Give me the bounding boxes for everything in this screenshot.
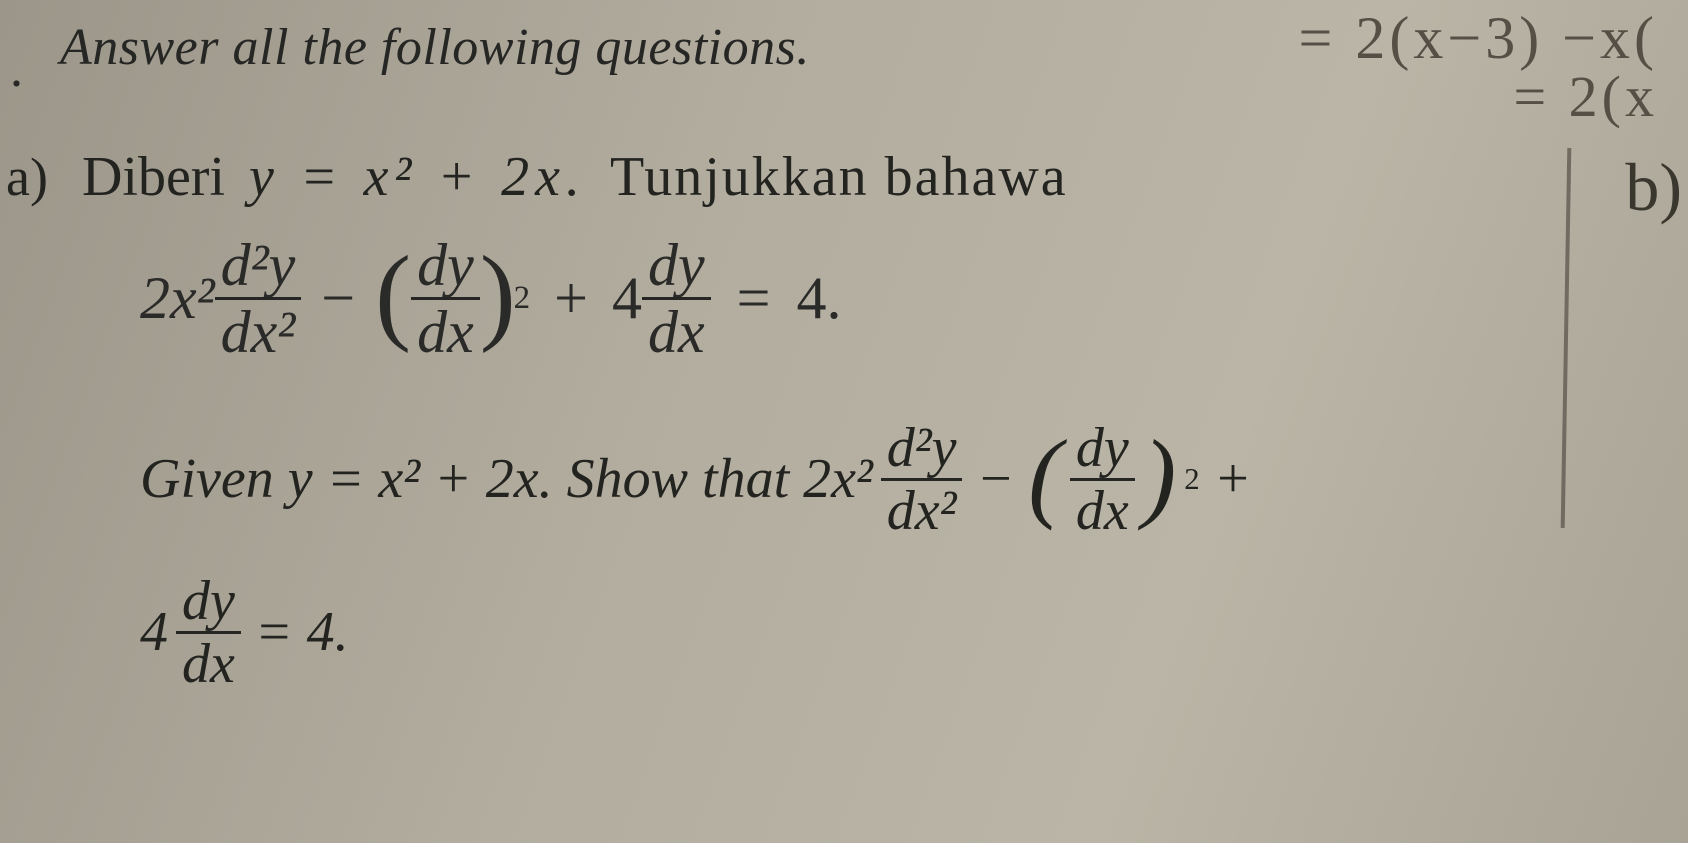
en-t1-den: dx² <box>881 478 963 539</box>
handwriting-top-line1: = 2(x−3) −x( <box>1299 8 1658 68</box>
t3-coef: 4 <box>612 264 642 333</box>
en-plus-trail: + <box>1214 426 1252 532</box>
part-a-equation: 2x² d²y dx² − ( dy dx ) 2 + 4 dy dx = 4. <box>140 235 842 362</box>
english-block: Given y = x² + 2x. Show that 2x² d²y dx²… <box>140 420 1540 692</box>
t2-exp: 2 <box>514 280 531 317</box>
t3-den: dx <box>642 297 711 362</box>
en-t2-exp: 2 <box>1184 450 1199 509</box>
en-l2-rest: = 4. <box>255 579 349 685</box>
equals-1: = <box>737 264 771 333</box>
crop-mark: . <box>10 40 23 99</box>
t2-frac: dy dx <box>411 235 480 362</box>
part-a-label: a) <box>6 146 48 208</box>
handwriting-b: b) <box>1625 148 1682 227</box>
en-l2-num: dy <box>176 573 241 631</box>
instruction-line: Answer all the following questions. <box>60 18 810 77</box>
part-a-lead: Diberi <box>82 145 225 209</box>
en-lparen: ( <box>1028 450 1062 500</box>
en-t1-frac: d²y dx² <box>881 420 963 539</box>
part-a-trail: Tunjukkan bahawa <box>610 145 1068 209</box>
en-minus: − <box>976 426 1014 532</box>
t2-den: dx <box>411 297 480 362</box>
t1-frac: d²y dx² <box>215 235 302 362</box>
handwriting-top-line2: = 2(x <box>1439 68 1658 126</box>
rhs-1: 4. <box>797 264 842 333</box>
en-l2-den: dx <box>176 631 241 692</box>
lparen-1: ( <box>375 268 411 322</box>
part-a: a) Diberi y = x² + 2x. Tunjukkan bahawa <box>0 145 1068 209</box>
en-t1-num: d²y <box>881 420 963 478</box>
en-rparen: ) <box>1143 450 1177 500</box>
english-show: Show that <box>567 426 789 532</box>
plus-1: + <box>554 264 588 333</box>
english-lead: Given <box>140 426 274 532</box>
part-a-given-eq: y = x² + 2x. <box>249 145 586 209</box>
t1-coef: 2x² <box>140 264 215 333</box>
t3-frac: dy dx <box>642 235 711 362</box>
en-t2-frac: dy dx <box>1070 420 1135 539</box>
t1-num: d²y <box>215 235 302 297</box>
handwriting-top: = 2(x−3) −x( = 2(x <box>1299 8 1658 126</box>
en-t2-num: dy <box>1070 420 1135 478</box>
english-given-eq: y = x² + 2x. <box>288 426 553 532</box>
en-l2-coef: 4 <box>140 579 168 685</box>
t3-num: dy <box>642 235 711 297</box>
page-scan: . Answer all the following questions. = … <box>0 0 1688 843</box>
minus-1: − <box>321 264 355 333</box>
en-t1-coef: 2x² <box>803 426 873 532</box>
en-t2-den: dx <box>1070 478 1135 539</box>
en-l2-frac: dy dx <box>176 573 241 692</box>
rparen-1: ) <box>480 268 516 322</box>
t2: ( dy dx ) 2 <box>375 235 530 362</box>
t1-den: dx² <box>215 297 302 362</box>
hand-vertical-line <box>1561 148 1572 528</box>
t2-num: dy <box>411 235 480 297</box>
